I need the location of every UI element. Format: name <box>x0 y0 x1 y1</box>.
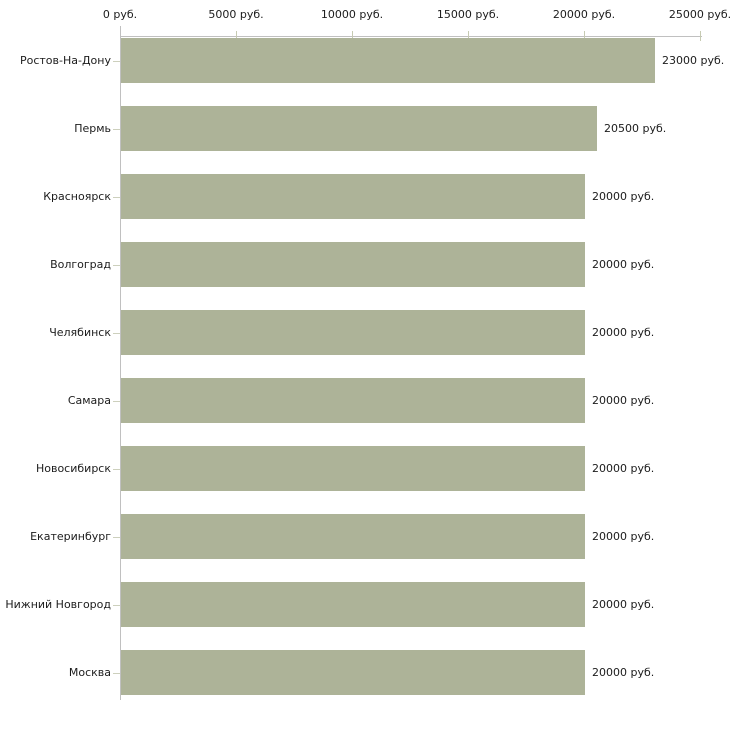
category-label: Волгоград <box>50 258 111 271</box>
y-axis-tick <box>113 265 120 266</box>
x-axis-tick-label: 25000 руб. <box>668 8 730 21</box>
value-label: 20000 руб. <box>592 326 655 339</box>
x-axis-tick <box>236 31 237 41</box>
bar-4[interactable] <box>121 310 585 355</box>
y-axis-tick <box>113 129 120 130</box>
category-label: Красноярск <box>43 190 111 203</box>
x-axis-tick-label: 15000 руб. <box>436 8 500 21</box>
value-label: 20500 руб. <box>604 122 667 135</box>
bar-1[interactable] <box>121 106 597 151</box>
value-label: 20000 руб. <box>592 530 655 543</box>
y-axis-tick <box>113 333 120 334</box>
value-label: 23000 руб. <box>662 54 725 67</box>
bar-9[interactable] <box>121 650 585 695</box>
category-label: Самара <box>67 394 111 407</box>
value-label: 20000 руб. <box>592 462 655 475</box>
y-axis-tick <box>113 197 120 198</box>
x-axis-tick-label: 20000 руб. <box>552 8 616 21</box>
x-axis-tick <box>468 31 469 41</box>
bar-3[interactable] <box>121 242 585 287</box>
y-axis-tick <box>113 401 120 402</box>
y-axis-tick <box>113 61 120 62</box>
y-axis-tick <box>113 605 120 606</box>
category-label: Челябинск <box>49 326 111 339</box>
x-axis-tick-label: 5000 руб. <box>208 8 264 21</box>
value-label: 20000 руб. <box>592 394 655 407</box>
bar-0[interactable] <box>121 38 655 83</box>
category-label: Пермь <box>74 122 111 135</box>
x-axis-tick <box>700 31 701 41</box>
category-label: Ростов-На-Дону <box>19 54 111 67</box>
bar-8[interactable] <box>121 582 585 627</box>
x-axis-tick-label: 10000 руб. <box>320 8 384 21</box>
bar-7[interactable] <box>121 514 585 559</box>
bar-5[interactable] <box>121 378 585 423</box>
category-label: Новосибирск <box>35 462 111 475</box>
y-axis-tick <box>113 537 120 538</box>
category-label: Москва <box>68 666 111 679</box>
x-axis-tick <box>352 31 353 41</box>
value-label: 20000 руб. <box>592 666 655 679</box>
x-axis-tick <box>584 31 585 41</box>
y-axis-tick <box>113 469 120 470</box>
bar-2[interactable] <box>121 174 585 219</box>
y-axis-line <box>120 36 121 700</box>
x-axis-tick <box>120 26 121 36</box>
category-label: Екатеринбург <box>30 530 111 543</box>
value-label: 20000 руб. <box>592 598 655 611</box>
value-label: 20000 руб. <box>592 190 655 203</box>
y-axis-tick <box>113 673 120 674</box>
bar-6[interactable] <box>121 446 585 491</box>
x-axis-line <box>120 36 702 37</box>
x-axis-tick-label: 0 руб. <box>102 8 138 21</box>
category-label: Нижний Новгород <box>5 598 111 611</box>
value-label: 20000 руб. <box>592 258 655 271</box>
